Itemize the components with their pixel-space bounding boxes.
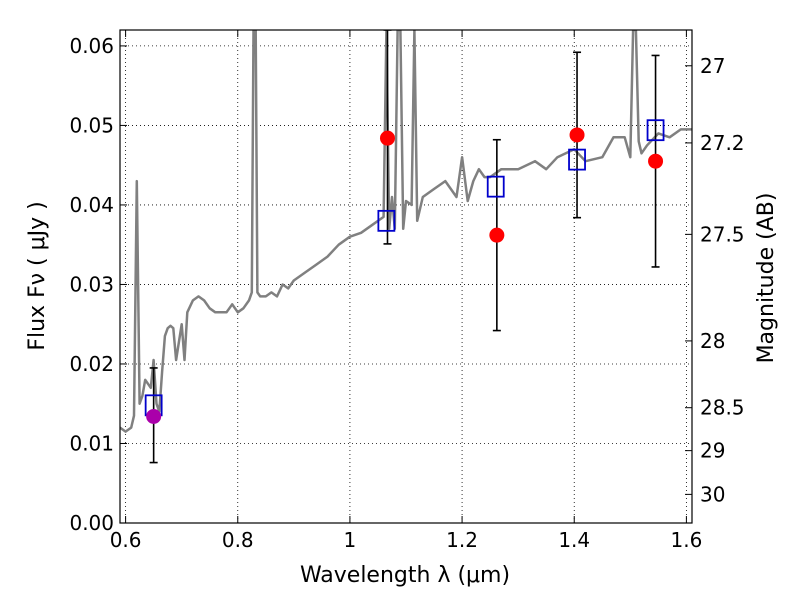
observed-flux-point (569, 127, 585, 143)
y-tick-label: 0.06 (69, 34, 114, 58)
x-tick-label: 1.4 (558, 528, 590, 552)
x-tick-label: 1.2 (446, 528, 478, 552)
x-axis-label: Wavelength λ (μm) (300, 563, 510, 588)
plot-area (120, 30, 692, 464)
grid (120, 30, 692, 524)
observed-flux-point (489, 227, 505, 243)
y-tick-label: 0.03 (69, 272, 114, 296)
observed-flux-point (379, 130, 395, 146)
y-tick-label: 0.00 (69, 511, 114, 535)
y-tick-label: 0.02 (69, 352, 114, 376)
right-tick-label: 27 (700, 54, 725, 78)
right-tick-label: 30 (700, 482, 725, 506)
y-axis-label: Flux Fν ( μJy ) (25, 201, 50, 350)
x-tick-label: 1 (344, 528, 357, 552)
observed-flux-point (648, 153, 664, 169)
right-tick-label: 28.5 (700, 396, 745, 420)
model-square-point (486, 175, 505, 198)
x-tick-label: 0.8 (222, 528, 254, 552)
x-tick-label: 0.6 (110, 528, 142, 552)
right-tick-label: 27.5 (700, 222, 745, 246)
y-tick-label: 0.04 (69, 193, 114, 217)
right-tick-label: 28 (700, 329, 725, 353)
y-tick-label: 0.05 (69, 113, 114, 137)
plot-frame (119, 29, 693, 524)
axes: 0.6 0.8 1 1.2 1.4 1.6 0.00 0.01 0.02 0.03 0.04 0.05… (69, 29, 745, 552)
x-tick-label: 1.6 (670, 528, 702, 552)
observed-flux-point (146, 408, 162, 424)
model-square-point (377, 209, 396, 232)
y-tick-label: 0.01 (69, 431, 114, 455)
right-axis-label: Magnitude (AB) (754, 193, 779, 364)
model-square-point (646, 119, 665, 142)
right-tick-label: 27.2 (700, 131, 745, 155)
right-tick-label: 29 (700, 439, 725, 463)
spectrum-line (120, 30, 692, 433)
model-square-point (568, 148, 586, 171)
